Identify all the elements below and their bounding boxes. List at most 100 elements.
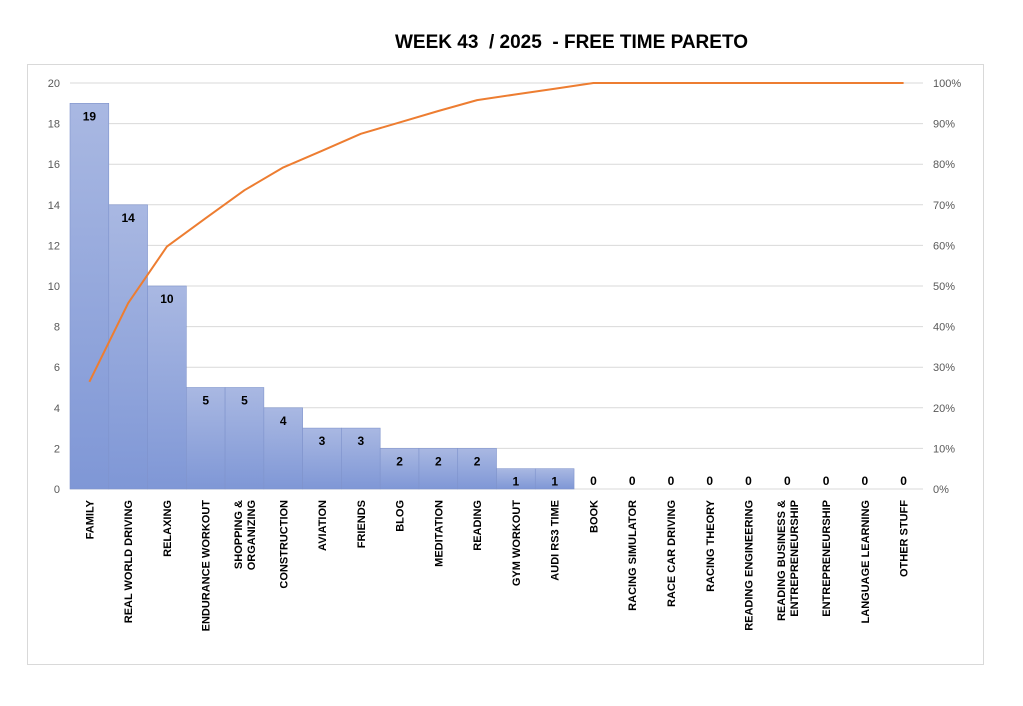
category-label-line: RACING SIMULATOR — [627, 500, 639, 611]
category-label: RACING SIMULATOR — [627, 500, 639, 611]
y-tick-label: 6 — [54, 362, 60, 374]
y-tick-label: 20 — [48, 78, 60, 90]
category-label-line: READING ENGINEERING — [744, 500, 756, 631]
right-axis-ticks: 0% 10% 20% 30% 40% 50% 60% 70% 80% 90% 100% — [933, 78, 961, 496]
bar — [69, 103, 110, 490]
bar — [418, 448, 459, 490]
y2-tick-label: 70% — [933, 200, 955, 212]
bar — [147, 285, 187, 490]
category-label: AUDI RS3 TIME — [550, 500, 562, 581]
category-label-line: REAL WORLD DRIVING — [123, 500, 135, 623]
data-label: 0 — [900, 474, 907, 488]
data-label: 1 — [551, 475, 558, 489]
left-axis-ticks: 0 2 4 6 8 10 12 14 16 18 20 — [48, 78, 60, 496]
data-label: 14 — [121, 211, 135, 225]
category-label-line: FRIENDS — [356, 500, 368, 548]
y-tick-label: 16 — [48, 159, 60, 171]
y2-tick-label: 40% — [933, 322, 955, 334]
data-label: 0 — [668, 474, 675, 488]
y2-tick-label: 50% — [933, 281, 955, 293]
category-label-line: CONSTRUCTION — [278, 500, 290, 589]
y-tick-label: 0 — [54, 484, 60, 496]
bar — [341, 427, 381, 490]
bar — [186, 387, 226, 490]
data-label: 5 — [241, 394, 248, 408]
category-label-line: ENTREPRENEURSHIP — [789, 500, 801, 617]
category-label: AVIATION — [317, 500, 329, 551]
data-label: 1 — [513, 475, 520, 489]
category-labels: FAMILY REAL WORLD DRIVING RELAXING ENDURANC… — [84, 499, 910, 631]
y2-tick-label: 60% — [933, 240, 955, 252]
y2-tick-label: 20% — [933, 403, 955, 415]
y2-tick-label: 80% — [933, 159, 955, 171]
data-label: 0 — [590, 474, 597, 488]
bar — [379, 448, 420, 490]
category-label-line: READING BUSINESS & — [776, 500, 788, 621]
data-label: 0 — [784, 474, 791, 488]
data-label: 0 — [706, 474, 713, 488]
category-label-line: GYM WORKOUT — [511, 500, 523, 586]
y-tick-label: 14 — [48, 200, 60, 212]
category-label-line: OTHER STUFF — [899, 500, 911, 577]
bars — [69, 103, 575, 490]
category-label-line: BOOK — [588, 500, 600, 533]
category-label: READING BUSINESS & ENTREPRENEURSHIP — [776, 500, 801, 621]
data-label: 19 — [83, 109, 97, 123]
category-label: ENDURANCE WORKOUT — [201, 500, 213, 632]
cumulative-percent-line — [88, 82, 904, 383]
category-label-line: ENTREPRENEURSHIP — [821, 500, 833, 617]
y-tick-label: 2 — [54, 443, 60, 455]
category-label-line: ORGANIZING — [246, 500, 258, 570]
category-label: READING — [472, 500, 484, 551]
category-label: ENTREPRENEURSHIP — [821, 500, 833, 617]
category-label-line: RACE CAR DRIVING — [666, 500, 678, 607]
y-tick-label: 10 — [48, 281, 60, 293]
chart-title: WEEK 43 / 2025 - FREE TIME PARETO — [395, 32, 748, 53]
category-label-line: RELAXING — [162, 500, 174, 557]
category-label-line: ENDURANCE WORKOUT — [201, 500, 213, 632]
category-label: MEDITATION — [433, 500, 445, 567]
category-label: RACING THEORY — [705, 499, 717, 592]
y-tick-label: 4 — [54, 403, 60, 415]
data-label: 0 — [629, 474, 636, 488]
data-label: 0 — [745, 474, 752, 488]
category-label-line: LANGUAGE LEARNING — [860, 500, 872, 623]
category-label: BLOG — [395, 500, 407, 532]
category-label: GYM WORKOUT — [511, 500, 523, 586]
data-label: 3 — [357, 434, 364, 448]
data-label: 2 — [435, 454, 442, 468]
y-tick-label: 8 — [54, 322, 60, 334]
category-label: RACE CAR DRIVING — [666, 500, 678, 607]
y2-tick-label: 30% — [933, 362, 955, 374]
cumulative-line — [88, 82, 904, 383]
bar — [108, 204, 148, 490]
data-label: 2 — [396, 454, 403, 468]
category-label: READING ENGINEERING — [744, 500, 756, 631]
y-tick-label: 18 — [48, 119, 60, 131]
data-label: 0 — [861, 474, 868, 488]
category-label: BOOK — [588, 500, 600, 533]
y2-tick-label: 10% — [933, 443, 955, 455]
category-label-line: FAMILY — [84, 499, 96, 539]
category-label-line: AUDI RS3 TIME — [550, 500, 562, 581]
category-label: LANGUAGE LEARNING — [860, 500, 872, 623]
bar — [263, 407, 303, 490]
category-label: FAMILY — [84, 499, 96, 539]
y2-tick-label: 100% — [933, 78, 961, 90]
data-label: 2 — [474, 454, 481, 468]
category-label-line: RACING THEORY — [705, 499, 717, 592]
data-label: 5 — [202, 394, 209, 408]
category-label-line: AVIATION — [317, 500, 329, 551]
data-label: 0 — [823, 474, 830, 488]
category-label: SHOPPING & ORGANIZING — [233, 500, 258, 570]
data-label: 10 — [160, 292, 174, 306]
data-label: 4 — [280, 414, 287, 428]
category-label-line: SHOPPING & — [233, 500, 245, 569]
bar — [302, 427, 342, 490]
category-label-line: READING — [472, 500, 484, 551]
category-label: FRIENDS — [356, 500, 368, 548]
category-label: REAL WORLD DRIVING — [123, 500, 135, 623]
category-label-line: BLOG — [395, 500, 407, 532]
